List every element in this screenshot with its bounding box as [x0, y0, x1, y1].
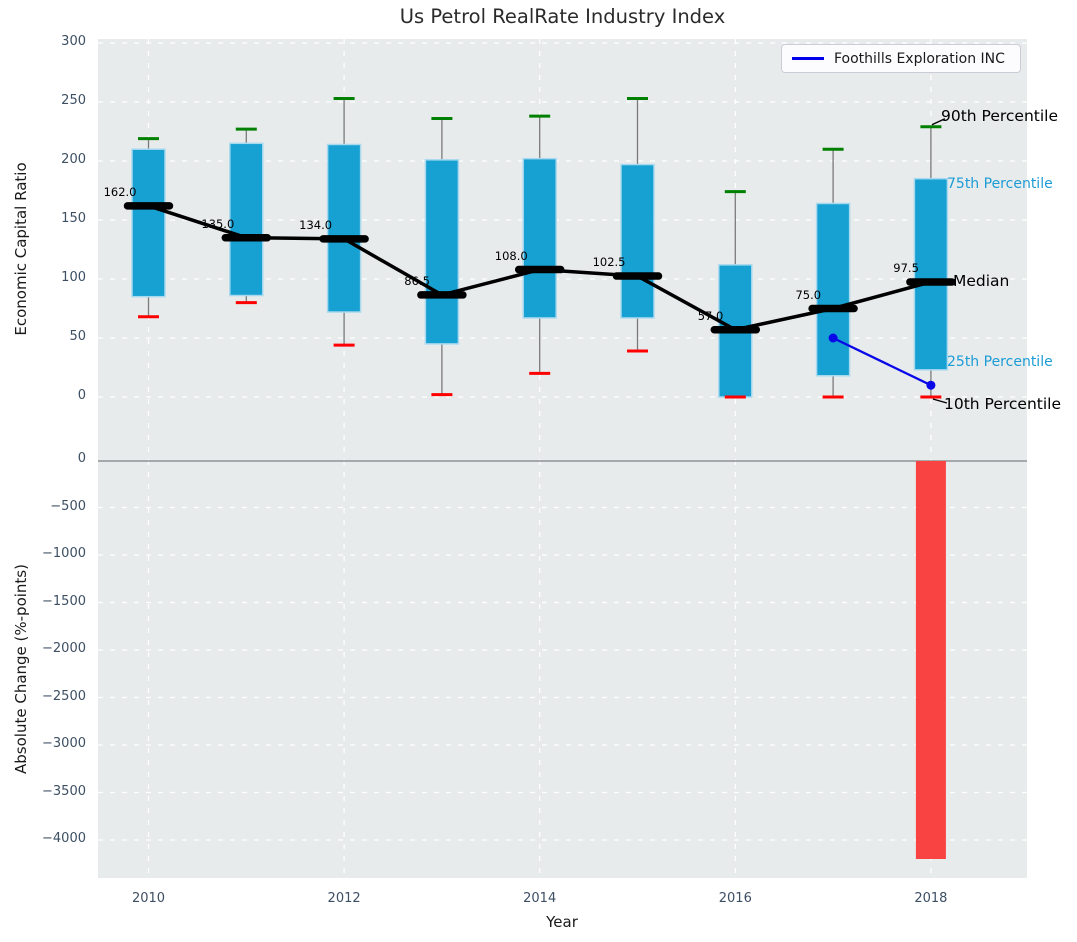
median-value-2013: 86.5	[404, 273, 430, 288]
median-value-2018: 97.5	[893, 260, 919, 275]
chart-title: Us Petrol RealRate Industry Index	[399, 5, 726, 28]
annotation-p90: 90th Percentile	[941, 106, 1059, 125]
box-2017	[815, 202, 851, 377]
bottom-y-tick--500: −500	[50, 498, 86, 514]
change-bar-2018	[915, 461, 946, 859]
p90-annotation-connector	[931, 118, 946, 126]
top-y-tick-150: 150	[61, 211, 86, 226]
x-tick-2012: 2012	[327, 891, 361, 906]
median-value-2017: 75.0	[795, 287, 822, 302]
company-point-2017	[828, 333, 838, 343]
x-tick-2016: 2016	[718, 891, 752, 906]
box-2014	[522, 157, 557, 319]
median-value-2015: 102.5	[592, 255, 626, 270]
annotation-p25: 25th Percentile	[947, 353, 1053, 370]
x-tick-2018: 2018	[914, 891, 948, 906]
bottom-y-tick--1500: −1500	[42, 593, 86, 609]
top-y-tick-100: 100	[61, 270, 86, 285]
top-chart-canvas	[98, 39, 1027, 460]
box-2010	[131, 148, 166, 298]
top-y-tick-250: 250	[61, 93, 86, 108]
box-2015	[620, 163, 655, 319]
box-2018	[913, 177, 949, 371]
top-y-axis-label: Economic Capital Ratio	[12, 162, 30, 336]
box-2011	[229, 142, 264, 297]
bottom-plot-area	[98, 460, 1027, 878]
company-line	[832, 336, 932, 387]
top-plot-area	[98, 39, 1027, 460]
bottom-y-tick--2000: −2000	[42, 641, 86, 656]
x-axis-label: Year	[546, 913, 578, 931]
median-value-2014: 108.0	[494, 248, 528, 263]
median-value-2012: 134.0	[299, 217, 333, 232]
bottom-y-tick--3000: −3000	[42, 736, 86, 751]
company-point-2018	[926, 380, 936, 390]
median-value-2010: 162.0	[103, 184, 137, 199]
top-y-tick-300: 300	[61, 34, 86, 49]
x-tick-2010: 2010	[131, 891, 166, 906]
bottom-chart-canvas	[98, 460, 1027, 878]
bottom-y-tick--3500: −3500	[42, 783, 86, 799]
annotation-median: Median	[953, 271, 1010, 290]
p10-annotation-connector	[932, 398, 948, 404]
legend-line-sample	[792, 57, 824, 60]
box-2013	[424, 159, 460, 345]
top-y-tick-0: 0	[77, 388, 86, 403]
annotation-p10: 10th Percentile	[944, 394, 1062, 413]
annotation-p75: 75th Percentile	[947, 175, 1053, 192]
legend-label: Foothills Exploration INC	[834, 50, 1005, 67]
median-value-2011: 135.0	[201, 216, 235, 231]
bottom-y-tick--1000: −1000	[42, 546, 86, 561]
bottom-y-tick--2500: −2500	[42, 688, 86, 704]
bottom-y-tick-0: 0	[77, 451, 86, 466]
legend: Foothills Exploration INC	[781, 44, 1021, 73]
x-tick-2014: 2014	[523, 891, 557, 906]
top-y-tick-200: 200	[61, 152, 86, 167]
box-2012	[326, 143, 362, 313]
median-value-2016: 57.0	[697, 308, 724, 323]
top-y-tick-50: 50	[69, 329, 86, 344]
bottom-y-tick--4000: −4000	[42, 831, 86, 846]
